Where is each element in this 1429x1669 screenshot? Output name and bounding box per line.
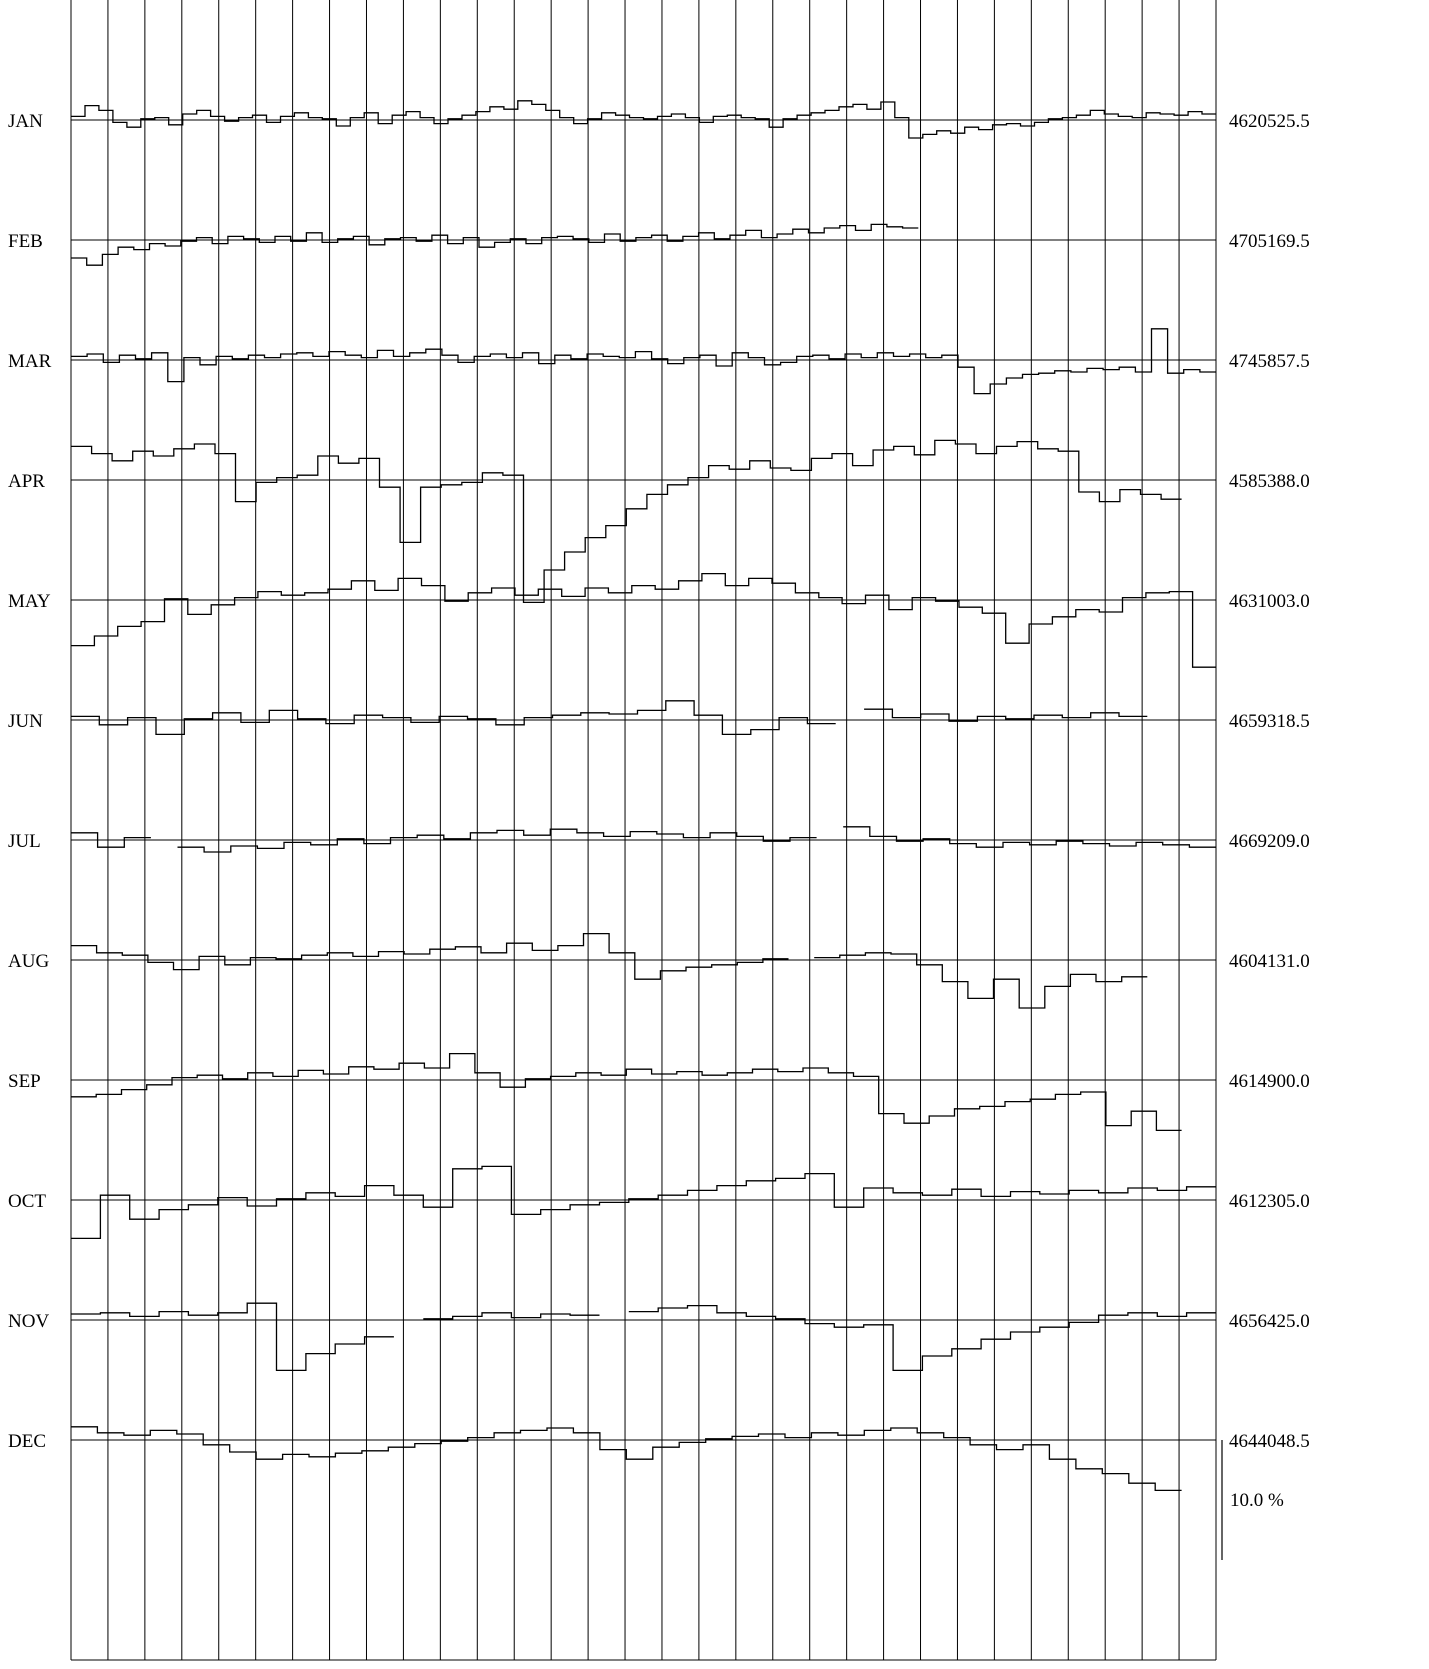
- month-label-jul: JUL: [8, 831, 41, 852]
- labels-group: JAN 4620525.5 FEB 4705169.5 MAR 4745857.5 APR 4…: [8, 111, 1310, 1452]
- month-label-nov: NOV: [8, 1311, 49, 1332]
- month-label-jun: JUN: [8, 711, 43, 732]
- baseline-value-jun: 4659318.5: [1229, 711, 1310, 732]
- series-line-may: [71, 572, 1216, 668]
- series-line-mar: [71, 328, 1216, 395]
- row-baselines: [71, 119, 1216, 1441]
- month-label-dec: DEC: [8, 1431, 46, 1452]
- series-line-sep: [71, 1052, 1182, 1132]
- series-line-jul: [71, 826, 1216, 853]
- column-grid: [70, 0, 1217, 1661]
- month-label-aug: AUG: [8, 951, 49, 972]
- series-line-nov: [71, 1302, 1216, 1372]
- scale-bar-label: 10.0 %: [1230, 1490, 1284, 1511]
- baseline-value-feb: 4705169.5: [1229, 231, 1310, 252]
- baseline-value-may: 4631003.0: [1229, 591, 1310, 612]
- baseline-value-jul: 4669209.0: [1229, 831, 1310, 852]
- month-label-feb: FEB: [8, 231, 43, 252]
- baseline-value-apr: 4585388.0: [1229, 471, 1310, 492]
- series-line-aug: [71, 932, 1148, 1009]
- month-label-jan: JAN: [8, 111, 43, 132]
- scale-bar: 10.0 %: [1221, 1440, 1284, 1560]
- series-group: [71, 100, 1216, 1492]
- series-line-feb: [71, 223, 919, 266]
- month-label-may: MAY: [8, 591, 51, 612]
- baseline-value-aug: 4604131.0: [1229, 951, 1310, 972]
- baseline-value-nov: 4656425.0: [1229, 1311, 1310, 1332]
- baseline-value-jan: 4620525.5: [1229, 111, 1310, 132]
- month-label-oct: OCT: [8, 1191, 46, 1212]
- baseline-value-mar: 4745857.5: [1229, 351, 1310, 372]
- month-label-mar: MAR: [8, 351, 52, 372]
- baseline-value-sep: 4614900.0: [1229, 1071, 1310, 1092]
- baseline-value-oct: 4612305.0: [1229, 1191, 1310, 1212]
- baseline-value-dec: 4644048.5: [1229, 1431, 1310, 1452]
- month-label-apr: APR: [8, 471, 45, 492]
- month-label-sep: SEP: [8, 1071, 41, 1092]
- series-line-oct: [71, 1165, 1216, 1240]
- series-line-apr: [71, 439, 1182, 604]
- series-line-dec: [71, 1426, 1182, 1492]
- series-line-jan: [71, 100, 1216, 139]
- series-line-jun: [71, 700, 1148, 736]
